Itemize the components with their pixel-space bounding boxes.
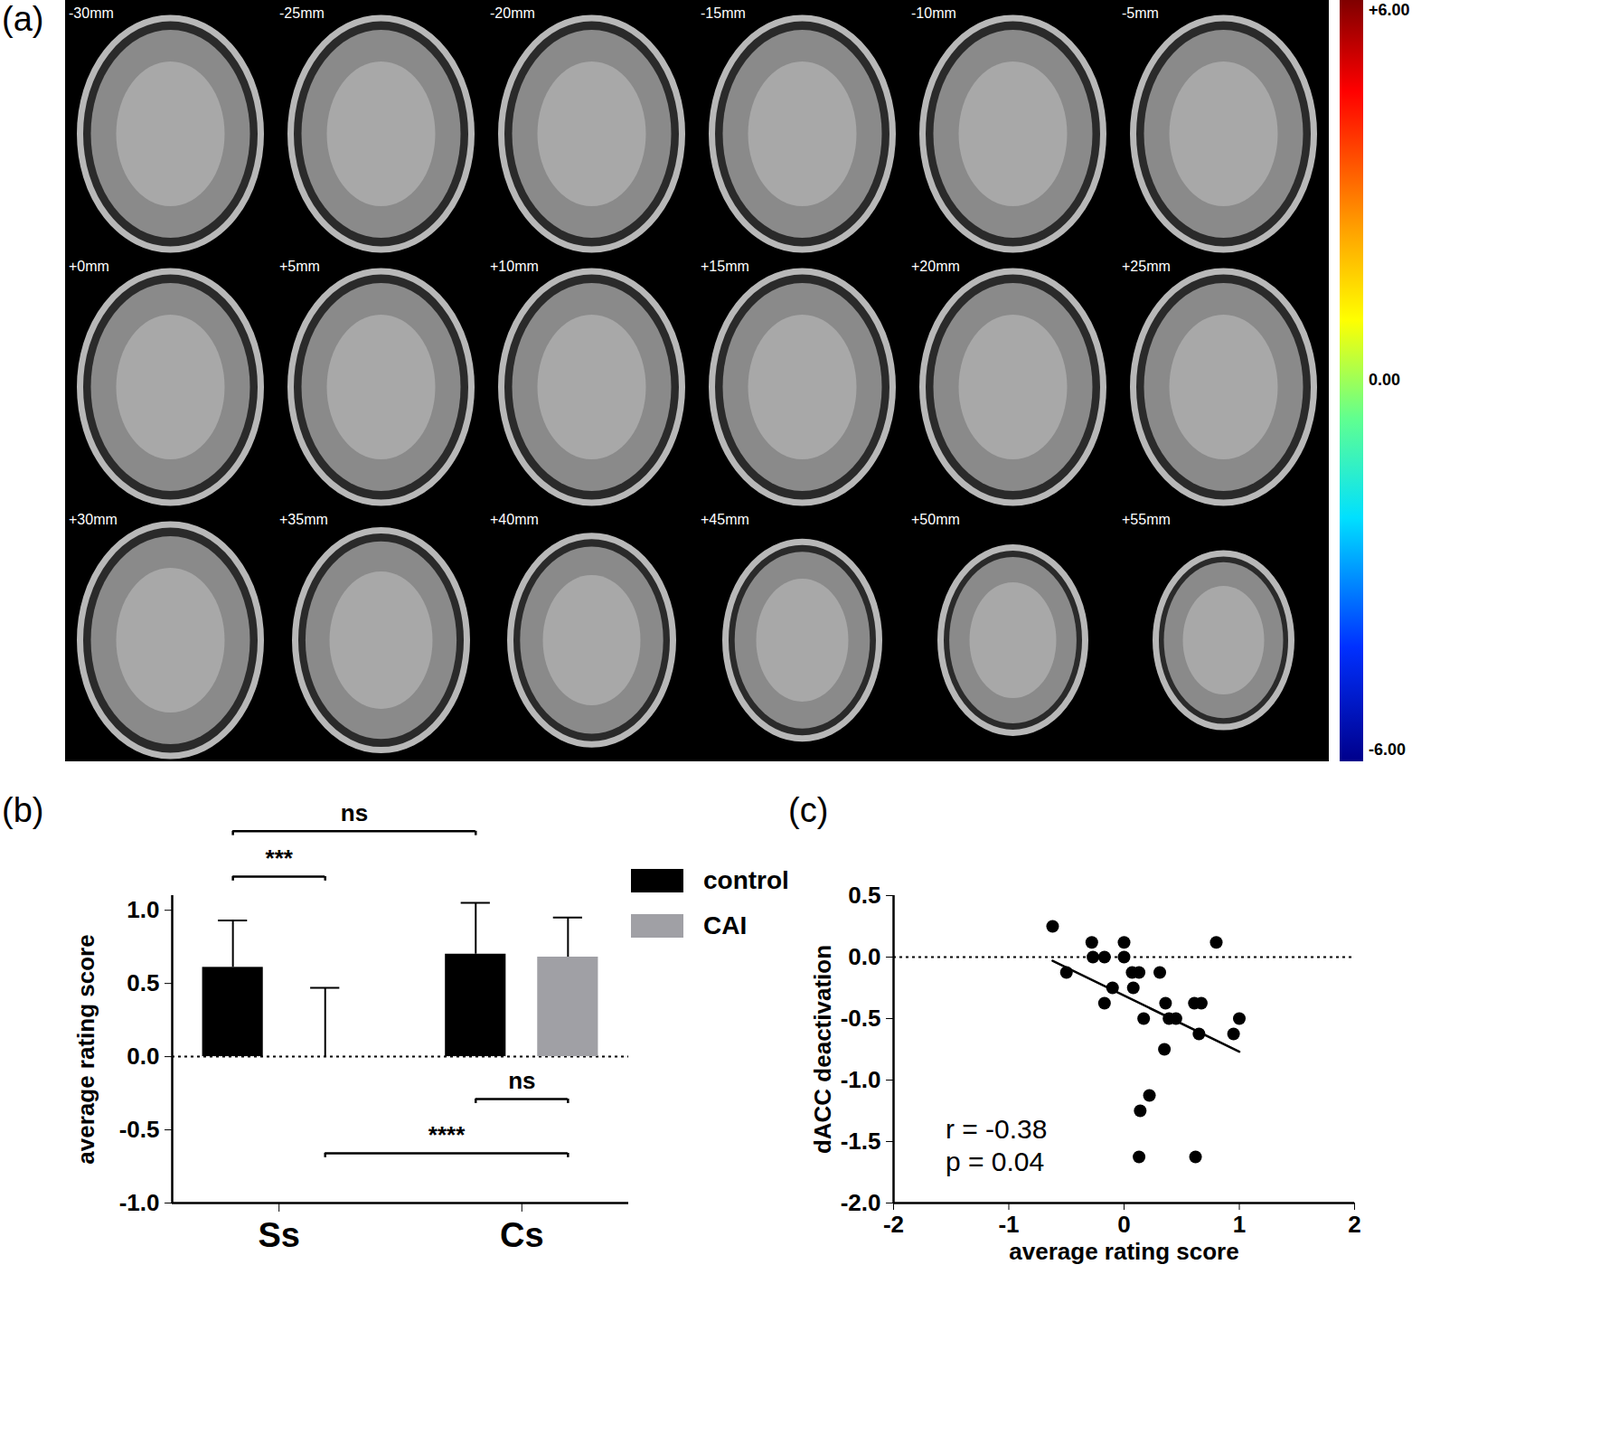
svg-text:-1.0: -1.0 <box>119 1188 160 1216</box>
html-text:(a): (a) <box>1 0 44 38</box>
svg-text:-20mm: -20mm <box>489 5 536 21</box>
svg-text:+40mm: +40mm <box>489 511 539 528</box>
svg-text:-30mm: -30mm <box>68 5 114 21</box>
svg-text:****: **** <box>428 1120 466 1149</box>
svg-text:-0.5: -0.5 <box>119 1115 160 1143</box>
html-text:(c): (c) <box>788 790 829 829</box>
svg-text:0.00: 0.00 <box>1368 370 1401 389</box>
svg-text:-15mm: -15mm <box>700 5 746 21</box>
svg-text:-1.5: -1.5 <box>840 1127 882 1155</box>
svg-text:-10mm: -10mm <box>911 5 957 21</box>
svg-text:-5mm: -5mm <box>1121 5 1159 21</box>
svg-text:-25mm: -25mm <box>279 5 325 21</box>
svg-text:2: 2 <box>1347 1210 1361 1238</box>
svg-text:0.5: 0.5 <box>847 881 881 909</box>
svg-text:average rating score: average rating score <box>1008 1237 1239 1265</box>
svg-text:1.0: 1.0 <box>126 895 160 923</box>
svg-text:+5mm: +5mm <box>279 258 320 274</box>
svg-text:Ss: Ss <box>257 1215 300 1254</box>
svg-text:1: 1 <box>1232 1210 1246 1238</box>
svg-text:+0mm: +0mm <box>68 258 110 274</box>
svg-text:+10mm: +10mm <box>489 258 539 274</box>
svg-text:-1.0: -1.0 <box>840 1065 882 1093</box>
svg-text:Cs: Cs <box>499 1215 545 1254</box>
svg-text:+15mm: +15mm <box>700 258 750 274</box>
svg-text:0.5: 0.5 <box>126 969 160 997</box>
svg-text:+20mm: +20mm <box>911 258 960 274</box>
svg-text:-6.00: -6.00 <box>1368 740 1406 759</box>
svg-text:+25mm: +25mm <box>1121 258 1171 274</box>
svg-text:0.0: 0.0 <box>847 942 881 970</box>
html-text:CAI: CAI <box>703 911 747 940</box>
svg-text:-2.0: -2.0 <box>840 1188 882 1216</box>
svg-text:ns: ns <box>508 1066 536 1094</box>
svg-text:-2: -2 <box>883 1210 904 1238</box>
svg-text:+50mm: +50mm <box>911 511 960 528</box>
svg-text:+35mm: +35mm <box>279 511 329 528</box>
html-text:control: control <box>703 865 790 895</box>
svg-text:dACC deactivation: dACC deactivation <box>809 944 837 1154</box>
svg-text:-0.5: -0.5 <box>840 1004 882 1032</box>
svg-text:average rating score: average rating score <box>72 933 100 1164</box>
svg-text:r = -0.38: r = -0.38 <box>945 1113 1048 1144</box>
svg-text:p = 0.04: p = 0.04 <box>945 1146 1045 1177</box>
svg-text:***: *** <box>265 844 294 872</box>
svg-text:+6.00: +6.00 <box>1368 0 1411 19</box>
svg-text:0.0: 0.0 <box>126 1042 160 1070</box>
svg-text:+45mm: +45mm <box>700 511 750 528</box>
svg-text:0: 0 <box>1117 1210 1130 1238</box>
svg-text:ns: ns <box>340 799 368 827</box>
svg-text:-1: -1 <box>997 1210 1019 1238</box>
svg-text:+55mm: +55mm <box>1121 511 1171 528</box>
svg-text:+30mm: +30mm <box>68 511 118 528</box>
html-text:(b): (b) <box>1 790 44 829</box>
